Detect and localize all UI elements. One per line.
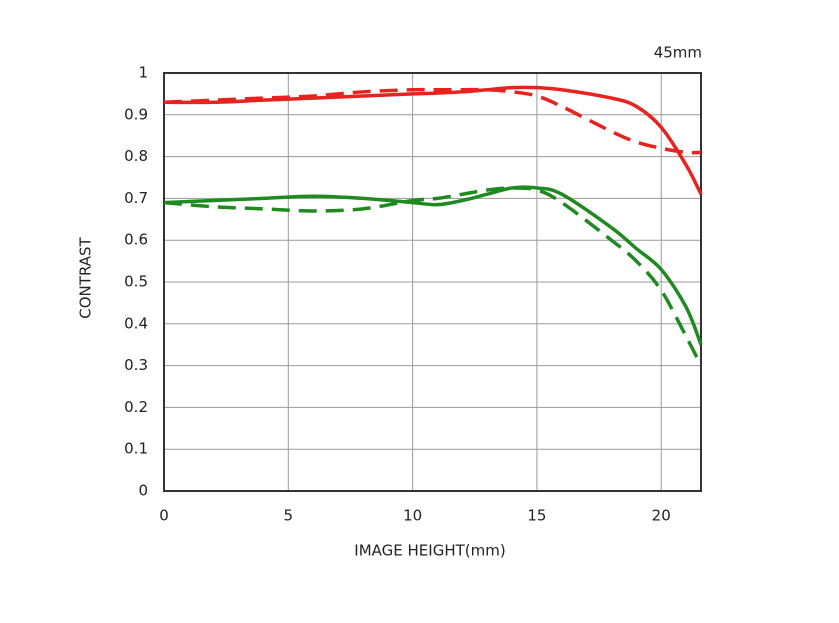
mtf-line: [163, 87, 702, 155]
y-tick-label: 0.2: [124, 398, 148, 416]
mtf-line: [163, 186, 703, 367]
y-tick-label: 0.7: [124, 189, 148, 207]
annotation: 45mm: [654, 44, 702, 62]
x-tick-label: 10: [403, 507, 422, 525]
x-axis-title: IMAGE HEIGHT(mm): [354, 542, 505, 560]
y-axis-title: CONTRAST: [77, 236, 95, 318]
plot-frame: [163, 72, 702, 492]
mtf-line: [163, 85, 703, 196]
y-tick-label: 0.3: [124, 356, 148, 374]
y-tick-label: 0.8: [124, 147, 148, 165]
y-tick-label: 1: [138, 64, 148, 82]
x-tick-label: 15: [527, 507, 546, 525]
y-tick-label: 0.1: [124, 440, 148, 458]
y-tick-label: 0.6: [124, 231, 148, 249]
mtf-line: [163, 185, 703, 346]
x-tick-label: 0: [159, 507, 169, 525]
x-tick-label: 20: [652, 507, 671, 525]
y-tick-label: 0.5: [124, 273, 148, 291]
y-tick-label: 0.4: [124, 314, 148, 332]
x-tick-label: 5: [284, 507, 294, 525]
y-tick-label: 0.9: [124, 105, 148, 123]
y-tick-label: 0: [138, 482, 148, 500]
